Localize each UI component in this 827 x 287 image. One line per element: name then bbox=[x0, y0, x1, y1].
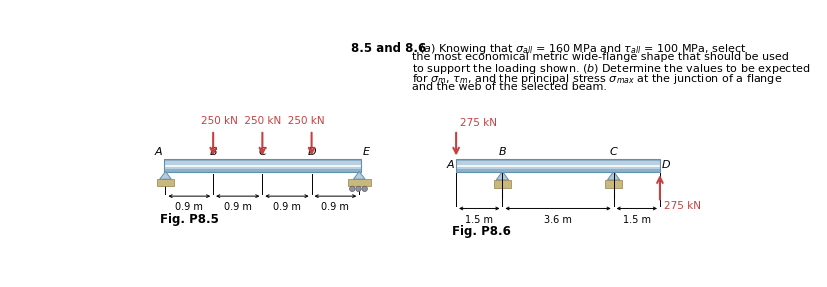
Text: 250 kN  250 kN  250 kN: 250 kN 250 kN 250 kN bbox=[200, 116, 324, 126]
Bar bbox=[456, 165, 659, 167]
Text: 0.9 m: 0.9 m bbox=[175, 202, 203, 212]
Text: Fig. P8.5: Fig. P8.5 bbox=[160, 213, 218, 226]
Text: 1.5 m: 1.5 m bbox=[622, 215, 650, 225]
Text: 275 kN: 275 kN bbox=[663, 201, 700, 211]
Polygon shape bbox=[160, 172, 171, 179]
Circle shape bbox=[361, 186, 367, 191]
Text: 275 kN: 275 kN bbox=[460, 118, 496, 128]
Text: the most economical metric wide-flange shape that should be used: the most economical metric wide-flange s… bbox=[412, 52, 788, 62]
Text: A: A bbox=[155, 147, 162, 157]
Text: C: C bbox=[258, 147, 266, 157]
Text: B: B bbox=[498, 147, 505, 157]
Bar bbox=[456, 159, 659, 172]
Text: and the web of the selected beam.: and the web of the selected beam. bbox=[412, 82, 606, 92]
Bar bbox=[494, 180, 510, 188]
Text: 1.5 m: 1.5 m bbox=[465, 215, 493, 225]
Bar bbox=[164, 162, 361, 169]
Text: to support the loading shown. ($b$) Determine the values to be expected: to support the loading shown. ($b$) Dete… bbox=[412, 62, 810, 76]
Text: D: D bbox=[307, 147, 316, 157]
Bar bbox=[164, 165, 361, 167]
Text: B: B bbox=[209, 147, 217, 157]
Text: 8.5 and 8.6: 8.5 and 8.6 bbox=[351, 42, 426, 55]
Text: for $\sigma_m$, $\tau_m$, and the principal stress $\sigma_{max}$ at the junctio: for $\sigma_m$, $\tau_m$, and the princi… bbox=[412, 72, 782, 86]
Text: 0.9 m: 0.9 m bbox=[273, 202, 300, 212]
Text: 3.6 m: 3.6 m bbox=[543, 215, 571, 225]
Bar bbox=[456, 169, 659, 172]
Text: 0.9 m: 0.9 m bbox=[321, 202, 349, 212]
Bar bbox=[164, 159, 361, 172]
Text: A: A bbox=[446, 160, 453, 170]
Bar bbox=[605, 180, 621, 188]
Text: D: D bbox=[661, 160, 670, 170]
Polygon shape bbox=[353, 172, 365, 179]
Polygon shape bbox=[607, 172, 619, 180]
Text: Fig. P8.6: Fig. P8.6 bbox=[452, 225, 510, 238]
Bar bbox=[164, 162, 361, 169]
Bar bbox=[456, 159, 659, 162]
Circle shape bbox=[356, 186, 361, 191]
Bar bbox=[456, 162, 659, 169]
Text: ($a$) Knowing that $\sigma_{all}$ = 160 MPa and $\tau_{all}$ = 100 MPa, select: ($a$) Knowing that $\sigma_{all}$ = 160 … bbox=[412, 42, 745, 56]
Circle shape bbox=[349, 186, 355, 191]
Bar bbox=[456, 162, 659, 169]
Bar bbox=[164, 169, 361, 172]
Text: E: E bbox=[362, 147, 370, 157]
Bar bbox=[157, 179, 174, 186]
Bar bbox=[164, 159, 361, 162]
Polygon shape bbox=[495, 172, 508, 180]
Text: 0.9 m: 0.9 m bbox=[223, 202, 251, 212]
Bar bbox=[347, 179, 370, 186]
Text: C: C bbox=[609, 147, 617, 157]
